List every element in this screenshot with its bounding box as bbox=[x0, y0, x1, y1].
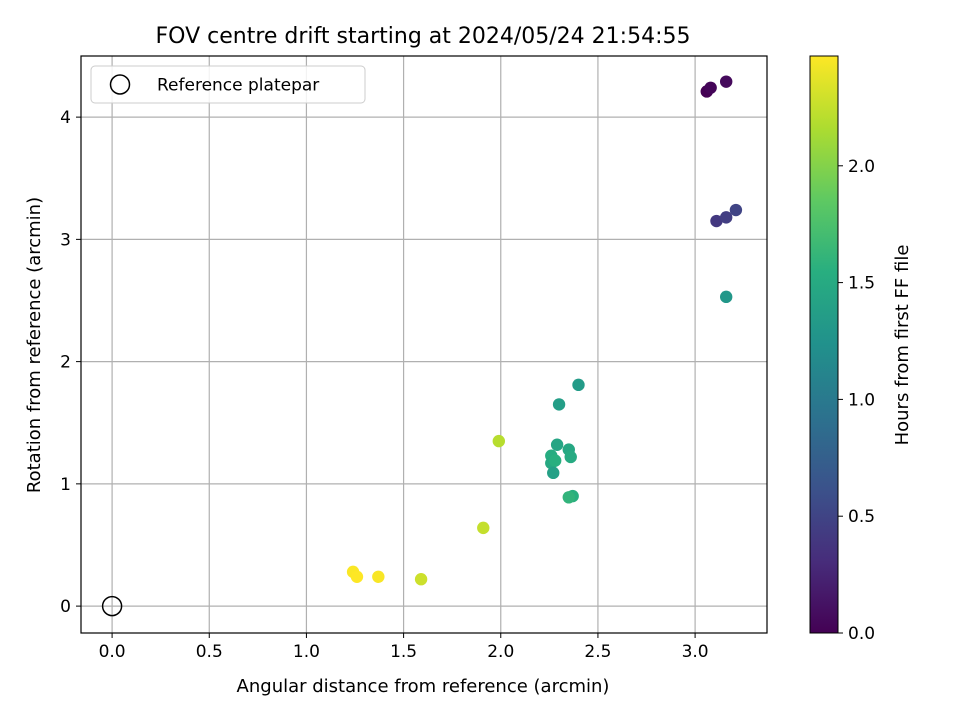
y-tick-label: 1 bbox=[60, 475, 71, 495]
x-tick-label: 0.5 bbox=[196, 642, 223, 662]
legend-box bbox=[90, 65, 366, 104]
data-point bbox=[562, 491, 575, 504]
colorbar-tick-label: 0.5 bbox=[848, 507, 875, 527]
data-point bbox=[704, 81, 717, 94]
data-point bbox=[350, 570, 364, 583]
colorbar-tick-label: 0.0 bbox=[848, 624, 875, 644]
data-point bbox=[414, 573, 428, 586]
data-point bbox=[550, 438, 564, 451]
colorbar bbox=[809, 55, 839, 634]
x-tick-label: 2.0 bbox=[487, 642, 514, 662]
data-point bbox=[729, 203, 743, 217]
y-tick-label: 2 bbox=[60, 353, 71, 373]
x-tick-label: 2.5 bbox=[584, 642, 611, 662]
data-point bbox=[548, 454, 562, 467]
data-point bbox=[719, 211, 733, 224]
data-point bbox=[564, 450, 577, 464]
chart-title: FOV centre drift starting at 2024/05/24 … bbox=[156, 24, 691, 49]
y-tick-label: 0 bbox=[60, 597, 71, 617]
data-point bbox=[719, 75, 733, 88]
colorbar-label: Hours from first FF file bbox=[892, 245, 913, 446]
data-point bbox=[710, 214, 723, 228]
legend: Reference platepar bbox=[90, 65, 366, 104]
data-point bbox=[477, 521, 490, 535]
colorbar-tick-label: 1.5 bbox=[848, 274, 875, 294]
axes: 0.0 0.5 1.0 1.5 2.0 2.5 3.0 0 1 2 3 4 bbox=[60, 55, 768, 662]
colorbar-tick-label: 1.0 bbox=[848, 390, 875, 410]
data-point bbox=[552, 398, 566, 411]
x-tick-label: 1.0 bbox=[293, 642, 320, 662]
plot-frame bbox=[80, 55, 768, 634]
colorbar-tick-label: 2.0 bbox=[848, 157, 875, 177]
reference-platepar-point bbox=[101, 595, 123, 617]
data-point bbox=[572, 378, 585, 392]
scatter-points bbox=[101, 75, 743, 617]
y-axis-label: Rotation from reference (arcmin) bbox=[24, 197, 45, 493]
y-tick-label: 3 bbox=[60, 230, 71, 250]
x-tick-label: 0.0 bbox=[99, 642, 126, 662]
x-tick-label: 1.5 bbox=[390, 642, 417, 662]
legend-marker bbox=[109, 74, 131, 95]
y-tick-label: 4 bbox=[60, 108, 71, 128]
data-point bbox=[547, 466, 560, 480]
x-axis-label: Angular distance from reference (arcmin) bbox=[237, 676, 610, 697]
grid bbox=[81, 56, 767, 633]
x-tick-label: 3.0 bbox=[682, 642, 709, 662]
data-point bbox=[719, 290, 733, 304]
data-point bbox=[372, 570, 385, 583]
legend-entry-label: Reference platepar bbox=[157, 76, 319, 96]
colorbar-ticks: 0.0 0.5 1.0 1.5 2.0 bbox=[838, 157, 875, 644]
data-point bbox=[492, 434, 506, 448]
